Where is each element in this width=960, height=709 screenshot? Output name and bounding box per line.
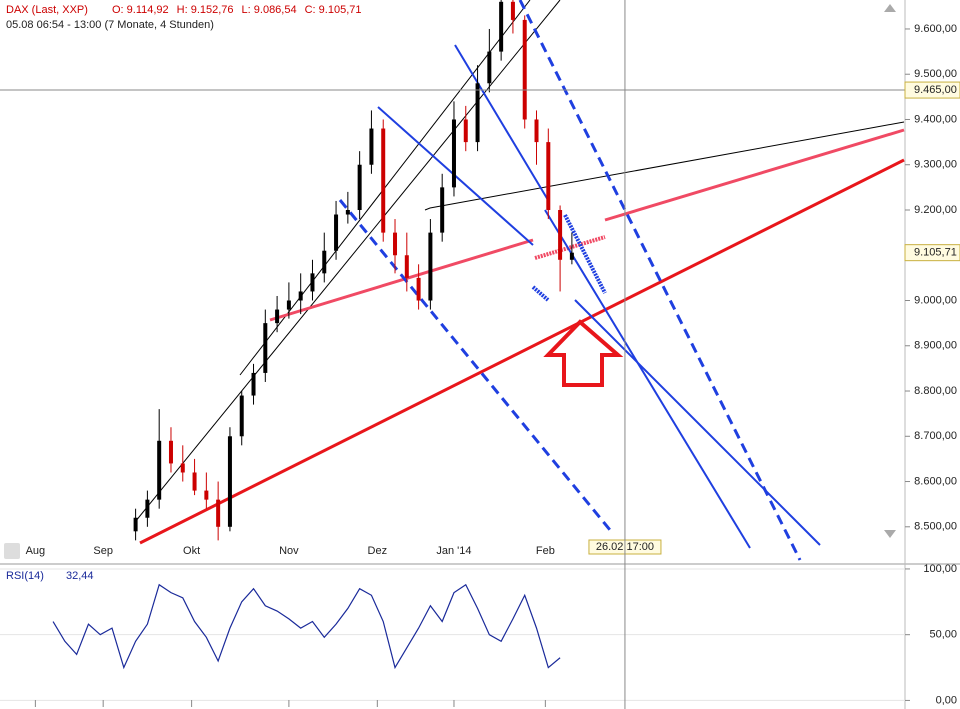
blue-hatched-line — [563, 214, 607, 294]
y-tick-label: 9.600,00 — [914, 23, 957, 35]
candle-body — [216, 499, 221, 527]
blue-line — [574, 299, 821, 546]
x-tick-label: Feb — [536, 545, 555, 557]
blue-line — [544, 209, 751, 549]
y-tick-label: 0,00 — [936, 694, 957, 706]
channel-line — [269, 238, 534, 322]
channel-line — [604, 128, 905, 222]
ohlc-label: H: 9.152,76 — [177, 4, 234, 16]
channel-line — [534, 235, 606, 260]
price-marker — [904, 244, 960, 262]
y-tick-label: 9.000,00 — [914, 294, 957, 306]
candle-body — [451, 119, 456, 188]
candle-body — [534, 119, 539, 143]
rsi-line — [52, 583, 561, 670]
candle-body — [334, 214, 339, 251]
x-tick-label: Dez — [368, 545, 388, 557]
support-line — [139, 158, 905, 545]
candle-body — [487, 51, 492, 84]
candle-body — [463, 119, 468, 143]
trend-line — [424, 121, 905, 211]
y-tick-label: 9.500,00 — [914, 68, 957, 80]
candle-body — [440, 187, 445, 233]
candle-body — [416, 277, 421, 301]
candle-body — [204, 490, 209, 500]
candle-body — [298, 291, 303, 301]
y-tick-label: 100,00 — [923, 563, 957, 575]
candle-body — [393, 232, 398, 256]
y-tick-label: 8.600,00 — [914, 475, 957, 487]
chart-title: DAX (Last, XXP) — [6, 4, 88, 16]
candle-body — [404, 255, 409, 278]
y-tick-label: 8.700,00 — [914, 430, 957, 442]
arrow — [543, 319, 624, 387]
scroll-up[interactable] — [884, 4, 896, 12]
x-tick-label: Jan '14 — [436, 545, 471, 557]
grid — [0, 568, 905, 701]
blue-line — [454, 44, 549, 201]
ohlc-label: O: 9.114,92 — [112, 4, 169, 16]
x-tick-label: Nov — [279, 545, 299, 557]
scroll-down[interactable] — [884, 530, 896, 538]
blue-dashed-line — [518, 0, 802, 561]
candle-body — [263, 323, 268, 373]
y-tick-label: 9.300,00 — [914, 159, 957, 171]
x-tick-label: Sep — [93, 545, 113, 557]
candle-body — [133, 517, 138, 532]
y-tick-label: 8.800,00 — [914, 385, 957, 397]
candle-body — [275, 309, 280, 324]
candle-body — [499, 1, 504, 52]
rsi-value: 32,44 — [66, 570, 94, 582]
candle-body — [286, 300, 291, 310]
candle-body — [322, 250, 327, 274]
candle-body — [546, 142, 551, 210]
ohlc-label: L: 9.086,54 — [242, 4, 297, 16]
x-tick-label: Aug — [26, 545, 46, 557]
candle-body — [227, 436, 232, 527]
candle-body — [369, 128, 374, 165]
y-tick-label: 8.900,00 — [914, 340, 957, 352]
candle-body — [522, 19, 527, 120]
candle-body — [510, 1, 515, 20]
y-tick-label: 9.400,00 — [914, 113, 957, 125]
candle-body — [192, 472, 197, 491]
candle-body — [168, 440, 173, 464]
y-tick-label: 9.200,00 — [914, 204, 957, 216]
candle-body — [381, 128, 386, 233]
candle-body — [558, 209, 563, 260]
candle-body — [357, 164, 362, 210]
ohlc-label: C: 9.105,71 — [305, 4, 362, 16]
candle-body — [569, 252, 574, 260]
candle-body — [145, 499, 150, 518]
x-tick-label: Okt — [183, 545, 200, 557]
candle-body — [251, 372, 256, 396]
y-tick-label: 8.500,00 — [914, 521, 957, 533]
blue-dashed-line — [338, 199, 612, 531]
candle-body — [475, 83, 480, 143]
candle-body — [345, 209, 350, 215]
price-marker-label: 9.105,71 — [914, 247, 957, 259]
candle-body — [157, 440, 162, 500]
add-button[interactable] — [4, 543, 20, 559]
price-marker — [904, 81, 960, 99]
candle-body — [180, 463, 185, 473]
price-marker-label: 9.465,00 — [914, 84, 957, 96]
candle-body — [239, 395, 244, 437]
candle-body — [428, 232, 433, 301]
chart-subtitle: 05.08 06:54 - 13:00 (7 Monate, 4 Stunden… — [6, 19, 214, 31]
blue-hatched-line — [531, 285, 550, 302]
rsi-title: RSI(14) — [6, 570, 44, 582]
y-tick-label: 50,00 — [929, 629, 957, 641]
candle-body — [310, 273, 315, 292]
